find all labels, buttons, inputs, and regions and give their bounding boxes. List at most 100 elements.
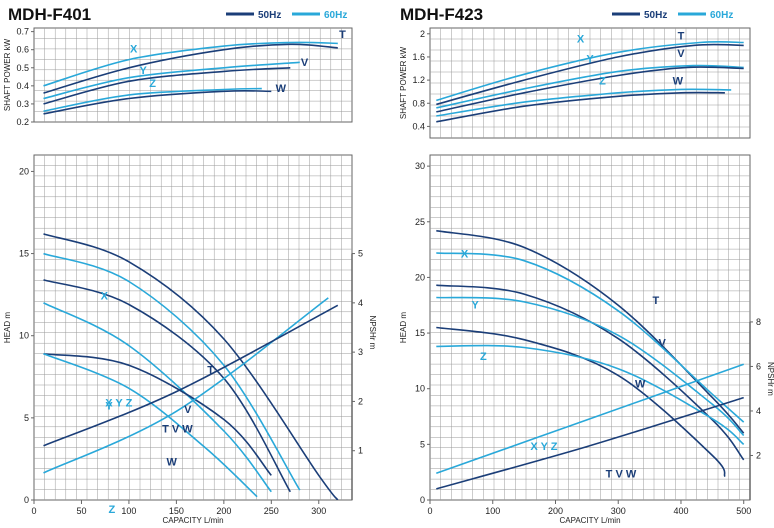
npsh-tick-label: 6: [756, 361, 761, 371]
power-y-tick-label: 1.2: [412, 75, 425, 85]
power-y-tick-label: 1.6: [412, 52, 425, 62]
legend-60hz: 60Hz: [324, 10, 347, 21]
x-tick-label: 300: [311, 506, 326, 516]
npsh-label-xyz: X Y Z: [105, 397, 132, 409]
npsh-curve-tvw: [436, 396, 744, 490]
chart-title: MDH-F401: [8, 5, 91, 24]
power-y-axis-label: SHAFT POWER kW: [399, 46, 408, 119]
x-tick-label: 200: [216, 506, 231, 516]
npsh-tick-label: 2: [756, 450, 761, 460]
head-y-tick-label: 25: [415, 217, 425, 227]
curve-label-y: Y: [139, 65, 147, 77]
head-y-tick-label: 10: [19, 331, 29, 341]
curve-label-t: T: [653, 295, 660, 307]
power-y-tick-label: 0.2: [16, 117, 29, 127]
head-y-tick-label: 15: [19, 249, 29, 259]
power-y-tick-label: 2: [420, 29, 425, 39]
x-tick-label: 0: [31, 506, 36, 516]
npsh-tick-label: 4: [358, 298, 363, 308]
head-y-tick-label: 5: [24, 413, 29, 423]
curve-label-z: Z: [599, 76, 606, 88]
chart-title: MDH-F423: [400, 5, 483, 24]
curve-label-y: Y: [472, 300, 480, 312]
head-y-tick-label: 20: [415, 272, 425, 282]
x-tick-label: 200: [548, 506, 563, 516]
npsh-tick-label: 1: [358, 446, 363, 456]
legend: 50Hz 60Hz: [226, 10, 347, 21]
head-curves: [43, 233, 339, 500]
x-tick-label: 150: [169, 506, 184, 516]
curve-label-x: X: [130, 43, 138, 55]
curve-y-60Hz: [43, 302, 272, 493]
power-curves: [436, 40, 744, 123]
curve-x-60Hz: [436, 40, 744, 102]
x-tick-label: 50: [76, 506, 86, 516]
curve-label-x: X: [461, 248, 469, 260]
legend-50hz: 50Hz: [258, 10, 281, 21]
npsh-axis-label: NPSHr m: [368, 316, 377, 350]
npsh-curve-xyz: [436, 363, 744, 475]
head-y-tick-label: 10: [415, 384, 425, 394]
curve-label-z: Z: [108, 504, 115, 516]
npsh-tick-label: 4: [756, 406, 761, 416]
head-grid: [34, 155, 352, 500]
npsh-curve-tvw: [43, 304, 339, 447]
curve-z-60Hz: [436, 344, 745, 446]
curve-x-60Hz: [43, 41, 338, 87]
head-y-tick-label: 20: [19, 166, 29, 176]
curve-x-60Hz: [43, 252, 301, 491]
curve-z-60Hz: [43, 353, 258, 498]
x-tick-label: 500: [736, 506, 751, 516]
power-y-tick-label: 0.5: [16, 63, 29, 73]
curve-label-t: T: [678, 31, 685, 43]
chart-0: MDH-F401 50Hz 60Hz 0.2 0.3 0.4 0.5 0.6 0.7 SHAFT …: [3, 5, 377, 525]
power-y-tick-label: 0.6: [16, 45, 29, 55]
curve-t-50Hz: [436, 229, 745, 434]
x-tick-label: 300: [611, 506, 626, 516]
curve-label-x: X: [101, 291, 109, 303]
head-curves: [436, 229, 745, 490]
curve-x-60Hz: [436, 252, 745, 423]
npsh-label-tvw: T V W: [162, 424, 193, 436]
curve-label-t: T: [207, 365, 214, 377]
curve-label-t: T: [339, 29, 346, 41]
power-y-tick-label: 0.4: [412, 121, 425, 131]
npsh-label-xyz: X Y Z: [530, 441, 557, 453]
x-tick-label: 100: [121, 506, 136, 516]
power-curves: [43, 41, 338, 115]
curve-w-50Hz: [43, 353, 272, 476]
legend-50hz: 50Hz: [644, 10, 667, 21]
curve-label-w: W: [673, 76, 684, 88]
power-y-tick-label: 0.7: [16, 27, 29, 37]
curve-t-50Hz: [43, 233, 339, 500]
head-y-tick-label: 5: [420, 439, 425, 449]
curve-label-v: V: [301, 57, 309, 69]
npsh-axis-label: NPSHr m: [766, 362, 774, 396]
curve-label-z: Z: [480, 351, 487, 363]
power-grid: [430, 28, 750, 138]
head-y-tick-label: 30: [415, 161, 425, 171]
curve-v-50Hz: [43, 67, 291, 105]
npsh-tick-label: 8: [756, 317, 761, 327]
curve-label-x: X: [577, 33, 585, 45]
npsh-curve-xyz: [43, 297, 329, 474]
npsh-label-tvw: T V W: [606, 469, 637, 481]
npsh-tick-label: 5: [358, 249, 363, 259]
curve-label-y: Y: [105, 401, 113, 413]
curve-w-50Hz: [436, 326, 726, 478]
curve-v-50Hz: [43, 279, 291, 493]
curve-y-60Hz: [436, 64, 744, 109]
power-y-tick-label: 0.8: [412, 98, 425, 108]
curve-z-60Hz: [436, 88, 732, 117]
curve-z-60Hz: [43, 87, 262, 112]
curve-w-50Hz: [43, 89, 272, 115]
curve-label-z: Z: [149, 78, 156, 90]
curve-label-y: Y: [586, 54, 594, 66]
x-axis-label: CAPACITY L/min: [162, 516, 223, 525]
legend-60hz: 60Hz: [710, 10, 733, 21]
curve-label-v: V: [184, 404, 192, 416]
curve-v-50Hz: [436, 284, 745, 461]
npsh-tick-label: 2: [358, 396, 363, 406]
power-y-tick-label: 0.3: [16, 99, 29, 109]
